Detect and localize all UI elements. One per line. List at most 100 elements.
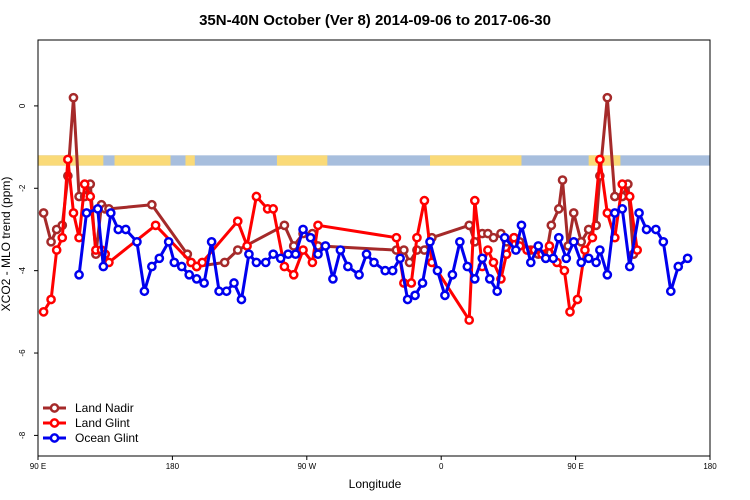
data-point — [469, 274, 480, 284]
data-point — [232, 216, 243, 227]
x-tick-label: 90 E — [30, 462, 46, 471]
data-point — [602, 269, 613, 280]
data-point — [46, 294, 56, 305]
legend-label: Land Nadir — [75, 401, 134, 415]
data-point — [548, 253, 559, 264]
data-point — [455, 236, 465, 247]
data-point — [583, 253, 594, 264]
data-point — [147, 261, 157, 272]
data-point — [609, 191, 620, 202]
data-point — [313, 220, 323, 231]
data-point — [63, 154, 73, 165]
x-tick-label: 180 — [703, 462, 717, 471]
data-point — [602, 208, 613, 218]
data-point — [307, 257, 318, 268]
data-point — [206, 236, 217, 247]
data-point — [147, 199, 157, 210]
data-point — [380, 265, 391, 276]
data-point — [651, 224, 661, 235]
data-point — [74, 232, 84, 243]
data-point — [617, 179, 628, 190]
data-point — [469, 195, 480, 206]
data-point — [68, 92, 79, 103]
data-point — [199, 278, 209, 288]
legend-item: Ocean Glint — [43, 431, 139, 445]
data-point — [92, 204, 103, 214]
plot-frame — [37, 39, 711, 457]
data-point — [57, 232, 68, 243]
land-band-segment — [430, 155, 522, 166]
data-point — [79, 179, 90, 190]
data-point — [38, 208, 49, 218]
x-axis: 90 E 180 90 W 0 90 E 180 — [30, 456, 717, 471]
data-point — [576, 236, 587, 247]
land-ocean-band — [38, 155, 710, 166]
data-point — [516, 220, 527, 231]
data-point — [219, 257, 230, 268]
legend-label: Ocean Glint — [75, 431, 139, 445]
data-point — [191, 274, 202, 284]
data-point — [232, 245, 243, 255]
data-point — [533, 241, 544, 251]
data-point — [335, 245, 346, 255]
data-point — [38, 306, 49, 317]
data-point — [417, 278, 428, 288]
data-point — [559, 265, 570, 276]
y-tick-label: -8 — [18, 431, 27, 439]
data-point — [576, 257, 587, 268]
y-axis-label: XCO2 - MLO trend (ppm) — [0, 177, 13, 312]
data-point — [595, 245, 605, 255]
data-point — [150, 220, 161, 231]
data-point — [440, 290, 450, 301]
data-point — [641, 224, 652, 235]
data-point — [568, 208, 579, 218]
data-point — [197, 257, 208, 268]
data-point — [557, 175, 568, 185]
data-point — [587, 232, 598, 243]
data-point — [391, 232, 402, 243]
data-point — [553, 232, 564, 243]
data-point — [275, 253, 286, 264]
data-point — [279, 220, 290, 231]
y-tick-label: -6 — [18, 349, 27, 357]
data-point — [288, 269, 299, 280]
data-point — [387, 265, 398, 276]
data-point — [81, 208, 92, 218]
data-point — [572, 294, 583, 305]
legend-item: Land Nadir — [43, 401, 134, 415]
data-point — [290, 249, 301, 260]
data-point — [511, 245, 521, 255]
ocean-band — [38, 155, 710, 166]
data-point — [399, 245, 409, 255]
data-point — [499, 232, 510, 243]
legend-marker — [49, 433, 60, 443]
data-point — [343, 261, 353, 272]
data-point — [412, 232, 422, 243]
data-point — [221, 286, 232, 297]
data-point — [580, 245, 590, 255]
data-point — [609, 208, 620, 218]
data-point — [214, 286, 224, 297]
data-point — [509, 232, 519, 243]
data-point — [402, 294, 413, 305]
data-point — [406, 278, 417, 288]
data-point — [540, 253, 551, 264]
data-point — [624, 191, 635, 202]
data-point — [404, 257, 415, 268]
data-point — [617, 204, 628, 214]
x-tick-label: 0 — [439, 462, 444, 471]
data-point — [68, 208, 79, 218]
data-point — [154, 253, 165, 264]
data-point — [492, 286, 503, 297]
data-point — [673, 261, 684, 272]
data-point — [432, 265, 443, 276]
data-point — [105, 208, 116, 218]
data-point — [46, 236, 56, 247]
x-tick-label: 180 — [166, 462, 180, 471]
data-point — [484, 274, 495, 284]
data-point — [561, 253, 572, 264]
land-band-segment — [114, 155, 171, 166]
data-point — [464, 315, 475, 325]
x-tick-label: 90 W — [297, 462, 316, 471]
